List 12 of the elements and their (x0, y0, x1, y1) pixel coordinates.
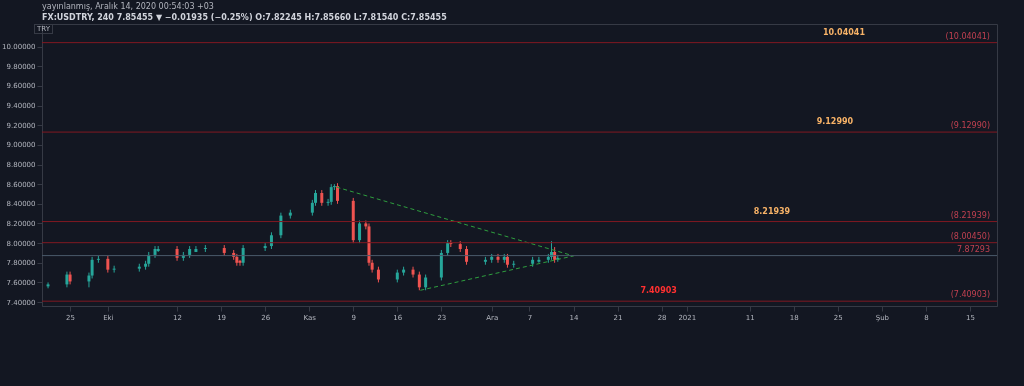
ref-line-label: (10.04041) (945, 31, 990, 41)
annotation: 8.21939 (753, 206, 791, 216)
ref-line-label: (8.21939) (950, 210, 990, 220)
ref-line-label: (9.12990) (950, 121, 990, 131)
annotation: 9.12990 (816, 117, 854, 127)
chart-title: yayınlanmış, Aralık 14, 2020 00:54:03 +03 (42, 2, 214, 11)
chart-subtitle: FX:USDTRY, 240 7.85455 ▼ −0.01935 (−0.25%) O:7.82245 H:7.85660 L:7.81540 C:7.85455 (42, 13, 448, 22)
annotation: 7.40903 (640, 286, 677, 296)
ref-line-label: 7.87293 (956, 244, 990, 254)
ref-line-label: (8.00450) (950, 231, 990, 241)
ref-line-label: (7.40903) (950, 290, 990, 300)
annotation: 10.04041 (822, 27, 866, 37)
